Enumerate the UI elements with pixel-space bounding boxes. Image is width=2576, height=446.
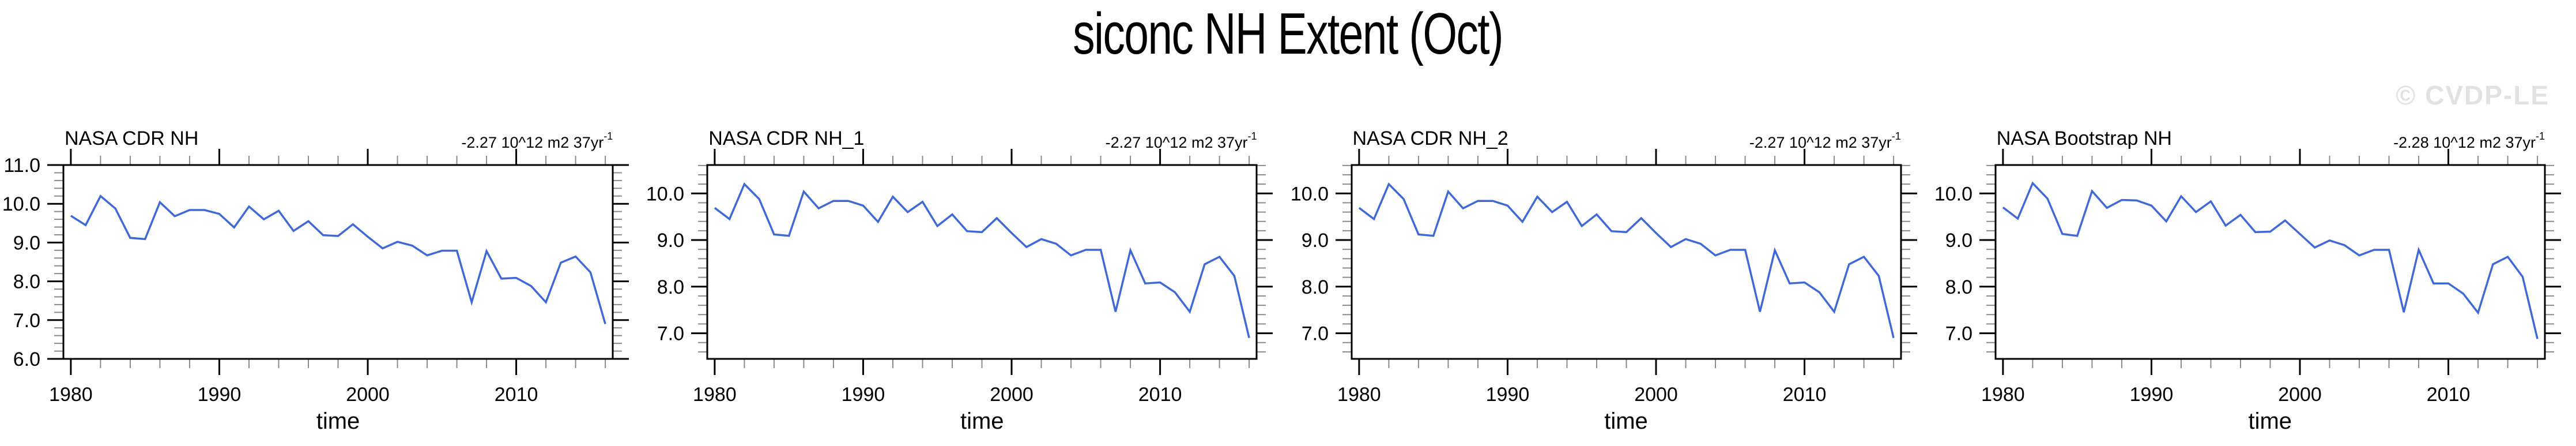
figure-title: siconc NH Extent (Oct) (0, 1, 2576, 67)
x-tick-label: 2010 (1782, 384, 1826, 406)
y-tick-label: 7.0 (657, 323, 684, 345)
y-tick-label: 8.0 (1945, 276, 1972, 298)
plot-svg-2: 1980 1990 2000 2010 7.0 8.0 9.0 10.0 (1290, 149, 1917, 406)
trend-label: -2.27 10^12 m2 37yr-1 (1105, 130, 1257, 152)
x-tick-label: 2000 (990, 384, 1034, 406)
y-tick-label: 7.0 (13, 310, 40, 332)
plot-svg-3: 1980 1990 2000 2010 7.0 8.0 9.0 10.0 (1934, 149, 2561, 406)
plot-svg-0: 1980 1990 2000 2010 6.0 7.0 8.0 9.0 10.0 11.0 (2, 149, 629, 406)
trend-label: -2.27 10^12 m2 37yr-1 (461, 130, 613, 152)
x-tick-label: 2010 (495, 384, 538, 406)
panel-nasa-bootstrap-nh: 1980 1990 2000 2010 7.0 8.0 9.0 10.0 NASA Boots… (1932, 0, 2576, 446)
plot-frame (1994, 164, 2546, 360)
data-series-line (70, 194, 606, 324)
x-axis-title: time (960, 408, 1004, 434)
x-tick-label: 2000 (2278, 384, 2322, 406)
trend-value: -2.27 10^12 m2 37yr (1749, 134, 1892, 151)
trend-value: -2.27 10^12 m2 37yr (461, 134, 604, 151)
x-tick-label: 1990 (842, 384, 885, 406)
x-axis-title: time (2248, 408, 2292, 434)
cvdp-watermark: © CVDP-LE (2396, 80, 2549, 110)
x-tick-label: 1990 (198, 384, 242, 406)
y-tick-label: 10.0 (2, 193, 40, 215)
y-tick-label: 10.0 (646, 183, 684, 205)
y-tick-label: 9.0 (1945, 230, 1972, 252)
data-series-line (2002, 181, 2539, 339)
figure-title-text: siconc NH Extent (Oct) (1073, 1, 1504, 67)
y-tick-label: 8.0 (657, 276, 684, 298)
data-series-line (714, 182, 1251, 339)
y-tick-label: 9.0 (1301, 230, 1328, 252)
x-tick-label: 1990 (2129, 384, 2173, 406)
panel-title: NASA CDR NH (65, 128, 199, 149)
y-tick-label: 7.0 (1301, 323, 1328, 345)
x-axis-title: time (316, 408, 360, 434)
y-tick-label: 7.0 (1945, 323, 1972, 345)
trend-label: -2.28 10^12 m2 37yr-1 (2393, 130, 2545, 152)
panel-title: NASA CDR NH_1 (708, 128, 865, 149)
x-tick-label: 2000 (346, 384, 390, 406)
x-tick-label: 1980 (49, 384, 93, 406)
plot-svg-1: 1980 1990 2000 2010 7.0 8.0 9.0 10.0 (646, 149, 1273, 406)
panel-title: NASA Bootstrap NH (1996, 128, 2172, 149)
plot-frame (62, 164, 614, 360)
plot-frame (1351, 164, 1902, 360)
y-tick-label: 10.0 (1934, 183, 1972, 205)
panel-nasa-cdr-nh-2: 1980 1990 2000 2010 7.0 8.0 9.0 10.0 NASA CDR N… (1288, 0, 1932, 446)
x-tick-label: 1980 (693, 384, 737, 406)
y-tick-label: 9.0 (13, 232, 40, 254)
y-tick-label: 10.0 (1290, 183, 1328, 205)
trend-exponent: -1 (2535, 130, 2545, 142)
panel-nasa-cdr-nh-1: 1980 1990 2000 2010 7.0 8.0 9.0 10.0 NASA CDR N… (644, 0, 1288, 446)
trend-exponent: -1 (1891, 130, 1901, 142)
x-axis-title: time (1604, 408, 1648, 434)
trend-exponent: -1 (1247, 130, 1257, 142)
y-tick-label: 8.0 (1301, 276, 1328, 298)
y-tick-label: 8.0 (13, 271, 40, 293)
x-tick-label: 2010 (1138, 384, 1182, 406)
trend-exponent: -1 (604, 130, 613, 142)
trend-value: -2.28 10^12 m2 37yr (2393, 134, 2536, 151)
y-tick-label: 6.0 (13, 348, 40, 370)
panel-nasa-cdr-nh: 1980 1990 2000 2010 6.0 7.0 8.0 9.0 10.0 11.0 NAS… (0, 0, 644, 446)
trend-value: -2.27 10^12 m2 37yr (1105, 134, 1248, 151)
x-tick-label: 2000 (1634, 384, 1678, 406)
panel-title: NASA CDR NH_2 (1352, 128, 1508, 149)
y-tick-label: 9.0 (657, 230, 684, 252)
y-tick-label: 11.0 (3, 155, 40, 177)
x-tick-label: 1980 (1337, 384, 1381, 406)
plot-frame (706, 164, 1258, 360)
trend-label: -2.27 10^12 m2 37yr-1 (1749, 130, 1901, 152)
x-tick-label: 1980 (1981, 384, 2025, 406)
data-series-line (1358, 182, 1895, 339)
x-tick-label: 1990 (1485, 384, 1529, 406)
x-tick-label: 2010 (2427, 384, 2471, 406)
